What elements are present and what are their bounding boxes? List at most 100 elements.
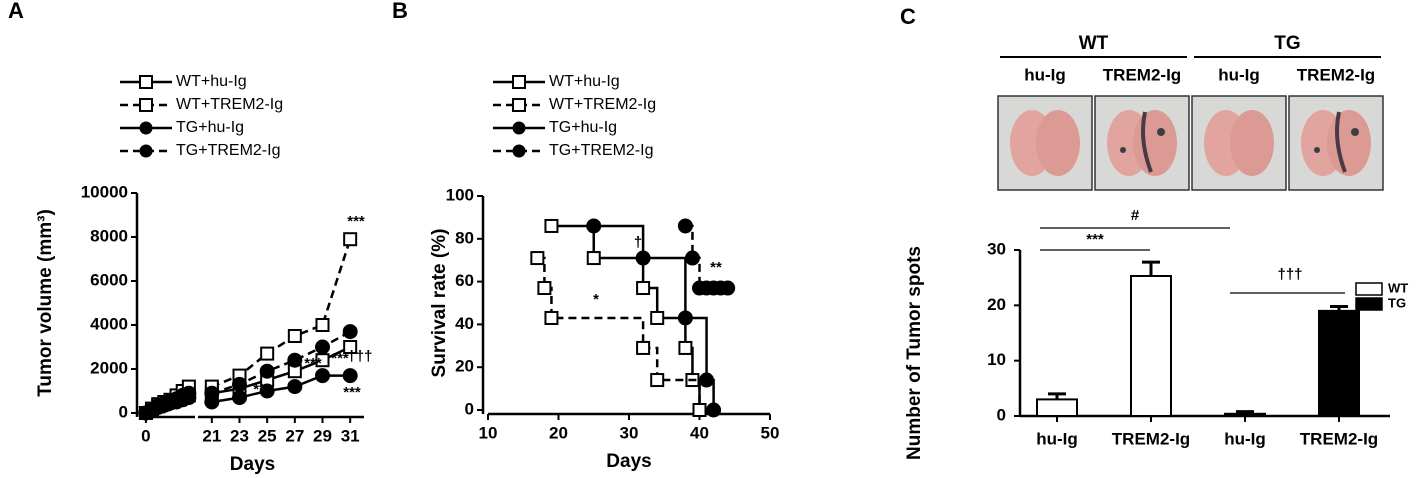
legend-label: TG+TREM2-Ig xyxy=(549,142,653,159)
x-tick-label: 31 xyxy=(341,426,360,445)
data-point xyxy=(232,390,247,406)
legend-label: WT xyxy=(1388,280,1408,295)
data-point xyxy=(204,385,220,401)
annotation: # xyxy=(1131,207,1140,224)
tumor-spot xyxy=(1120,147,1126,153)
x-tick-label: 23 xyxy=(230,426,249,445)
legend-marker xyxy=(512,98,526,112)
x-tick-label: 50 xyxy=(761,423,780,442)
data-point xyxy=(315,368,330,384)
y-tick-label: 6000 xyxy=(90,270,128,289)
data-point xyxy=(544,310,559,325)
x-tick-label: 27 xyxy=(285,426,304,445)
data-point xyxy=(677,218,693,234)
annotation: ††† xyxy=(1277,266,1302,283)
tumor-spot xyxy=(1157,128,1165,136)
legend-label: TG+TREM2-Ig xyxy=(176,142,280,159)
data-point xyxy=(677,310,693,326)
x-tick-label: TREM2-Ig xyxy=(1300,429,1378,448)
x-tick-label: 0 xyxy=(141,426,150,445)
legend-marker xyxy=(512,75,526,89)
data-point xyxy=(260,346,275,361)
annotation: *** xyxy=(1086,231,1104,248)
data-point xyxy=(699,372,715,388)
legend-label: TG xyxy=(1388,295,1406,310)
x-tick-label: 25 xyxy=(258,426,277,445)
y-tick-label: 100 xyxy=(446,185,474,204)
data-point xyxy=(530,251,545,266)
legend-label: TG+hu-Ig xyxy=(549,119,617,136)
data-point xyxy=(678,340,693,355)
legend-label: WT+hu-Ig xyxy=(549,73,620,90)
y-tick-label: 60 xyxy=(455,271,474,290)
x-tick-label: hu-Ig xyxy=(1036,429,1078,448)
data-point xyxy=(650,310,665,325)
bar xyxy=(1036,398,1078,417)
x-tick-label: 30 xyxy=(620,423,639,442)
bar xyxy=(1318,309,1360,417)
y-tick-label: 0 xyxy=(997,405,1006,424)
data-point xyxy=(635,250,651,266)
image-label: hu-Ig xyxy=(1024,65,1066,84)
panel-letter: C xyxy=(900,4,916,29)
data-point xyxy=(342,324,358,340)
annotation: † xyxy=(634,234,642,251)
annotation: *** xyxy=(343,384,361,401)
annotation: ** xyxy=(710,259,722,276)
legend-label: WT+hu-Ig xyxy=(176,73,247,90)
legend-marker xyxy=(139,121,153,135)
data-point xyxy=(586,218,602,234)
data-point xyxy=(343,232,358,247)
data-point xyxy=(544,218,559,233)
tumor-streak xyxy=(1335,111,1347,173)
x-tick-label: 21 xyxy=(202,426,221,445)
annotation: *** xyxy=(253,381,271,398)
lung-lobe xyxy=(1230,110,1274,176)
y-tick-label: 2000 xyxy=(90,358,128,377)
y-tick-label: 0 xyxy=(465,399,474,418)
annotation: ††† xyxy=(347,348,372,365)
tumor-spot xyxy=(1351,128,1359,136)
x-axis-title: Days xyxy=(230,454,275,475)
legend-marker xyxy=(139,98,153,112)
panel-letter: B xyxy=(392,0,408,23)
x-tick-label: 10 xyxy=(479,423,498,442)
tumor-spot xyxy=(1314,147,1320,153)
y-tick-label: 8000 xyxy=(90,226,128,245)
lung-lobe xyxy=(1327,110,1371,176)
annotation: *** xyxy=(304,355,322,372)
y-tick-label: 20 xyxy=(455,357,474,376)
image-group-label: TG xyxy=(1274,33,1300,54)
legend-label: TG+hu-Ig xyxy=(176,119,244,136)
x-tick-label: 20 xyxy=(549,423,568,442)
legend-marker xyxy=(139,144,153,158)
lung-lobe xyxy=(1036,110,1080,176)
data-point xyxy=(692,403,707,417)
data-point xyxy=(259,383,275,399)
annotation: *** xyxy=(331,350,349,367)
data-point xyxy=(586,251,601,266)
annotation: *** xyxy=(347,213,365,230)
y-tick-label: 0 xyxy=(119,402,128,421)
legend-label: WT+TREM2-Ig xyxy=(176,96,283,113)
x-tick-label: hu-Ig xyxy=(1224,429,1266,448)
legend-swatch xyxy=(1355,282,1383,296)
image-label: hu-Ig xyxy=(1218,65,1260,84)
data-point xyxy=(232,376,247,392)
image-group-label: WT xyxy=(1079,33,1109,54)
legend-marker xyxy=(139,75,153,89)
data-point xyxy=(315,339,330,355)
x-tick-label: 40 xyxy=(690,423,709,442)
y-axis-title: Survival rate (%) xyxy=(429,229,450,378)
image-label: TREM2-Ig xyxy=(1103,65,1181,84)
tumor-streak xyxy=(1141,111,1153,173)
y-tick-label: 20 xyxy=(987,295,1006,314)
data-point xyxy=(287,352,303,368)
data-point xyxy=(287,379,303,395)
lung-lobe xyxy=(1133,110,1177,176)
bar xyxy=(1224,412,1266,417)
data-point xyxy=(720,280,736,296)
y-tick-label: 30 xyxy=(987,239,1006,258)
series-line xyxy=(211,238,352,388)
